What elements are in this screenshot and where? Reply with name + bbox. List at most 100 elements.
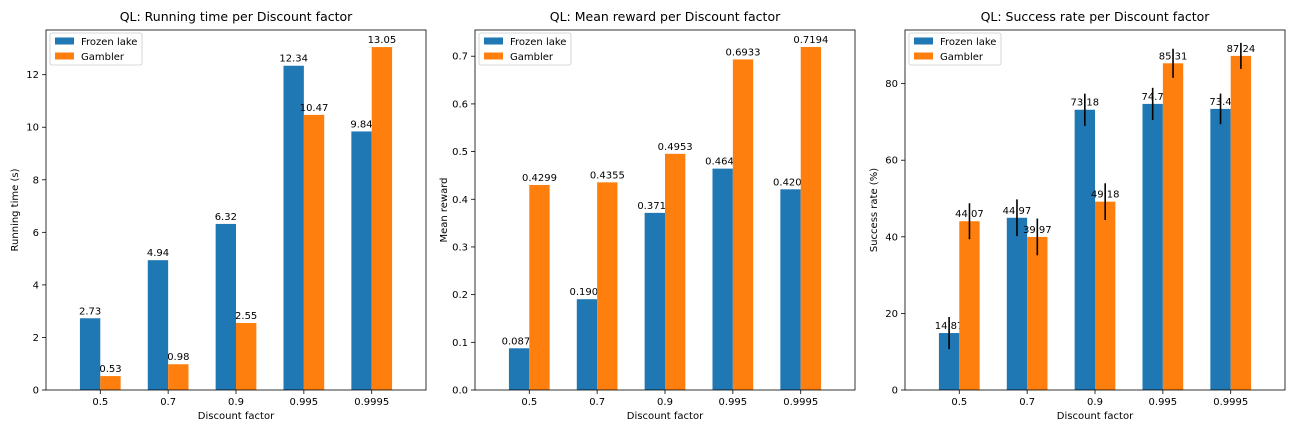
legend-label: Frozen lake — [81, 37, 137, 48]
y-tick-label: 0.6 — [452, 99, 468, 110]
y-tick-label: 10 — [26, 123, 39, 134]
x-axis-label: Discount factor — [1057, 411, 1134, 422]
bar-frozen-lake — [283, 65, 304, 390]
y-axis-label: Running time (s) — [10, 168, 21, 251]
data-label: 0.4643 — [705, 157, 740, 168]
legend-label: Gambler — [940, 52, 984, 63]
data-label: 0.4299 — [522, 173, 557, 184]
data-label: 9.84 — [350, 119, 372, 130]
bar-frozen-lake — [780, 189, 801, 390]
y-tick-label: 12 — [26, 70, 39, 81]
bar-gambler — [732, 59, 754, 391]
bar-frozen-lake — [576, 299, 598, 390]
data-label: 10.47 — [300, 103, 329, 114]
bar-frozen-lake — [712, 168, 733, 390]
data-label: 4.94 — [147, 248, 169, 259]
bar-gambler — [1230, 55, 1252, 390]
data-label: 12.34 — [279, 54, 308, 65]
legend-swatch — [484, 52, 503, 60]
bar-frozen-lake — [508, 348, 530, 390]
x-tick-label: 0.9995 — [354, 397, 389, 408]
x-tick-label: 0.5 — [521, 397, 537, 408]
y-tick-label: 0 — [892, 386, 898, 397]
y-tick-label: 8 — [33, 175, 39, 186]
x-axis-label: Discount factor — [627, 411, 704, 422]
bar-frozen-lake — [1074, 109, 1095, 390]
chart-title: QL: Running time per Discount factor — [120, 9, 353, 24]
y-tick-label: 0.7 — [452, 52, 468, 63]
y-axis-label: Mean reward — [439, 177, 450, 242]
legend-swatch — [55, 37, 74, 45]
legend-swatch — [914, 37, 933, 45]
bar-gambler — [1027, 236, 1048, 390]
legend-label: Gambler — [510, 52, 554, 63]
x-tick-label: 0.9 — [228, 397, 244, 408]
data-label: 0.98 — [167, 352, 189, 363]
chart-panel-2: QL: Mean reward per Discount factor 0.087… — [439, 9, 856, 422]
data-label: 0.53 — [99, 364, 121, 375]
y-tick-label: 0.2 — [452, 290, 468, 301]
bar-frozen-lake — [351, 131, 372, 390]
bar-gambler — [529, 185, 550, 390]
legend-label: Frozen lake — [510, 37, 566, 48]
legend: Frozen lake Gambler — [49, 32, 143, 66]
data-label: 0.4209 — [773, 177, 808, 188]
data-label: 13.05 — [368, 35, 397, 46]
data-label: 0.1904 — [569, 287, 604, 298]
x-axis-label: Discount factor — [198, 411, 275, 422]
legend-swatch — [914, 52, 933, 60]
data-label: 2.73 — [79, 306, 101, 317]
bar-gambler — [100, 376, 121, 390]
bar-gambler — [168, 364, 189, 390]
data-label: 2.55 — [235, 311, 257, 322]
data-label: 0.0875 — [502, 336, 537, 347]
bar-frozen-lake — [1006, 217, 1028, 390]
bar-gambler — [303, 114, 325, 390]
y-tick-label: 0.3 — [452, 242, 468, 253]
y-tick-label: 40 — [885, 232, 898, 243]
bar-frozen-lake — [79, 318, 101, 390]
data-label: 0.4953 — [658, 142, 693, 153]
x-tick-label: 0.995 — [290, 397, 319, 408]
chart-title: QL: Mean reward per Discount factor — [550, 9, 781, 24]
x-tick-label: 0.9995 — [783, 397, 818, 408]
legend-swatch — [55, 52, 74, 60]
y-tick-label: 6 — [33, 228, 39, 239]
bar-gambler — [236, 322, 257, 390]
x-tick-label: 0.7 — [589, 397, 605, 408]
bar-gambler — [665, 153, 686, 390]
legend-swatch — [484, 37, 503, 45]
bar-frozen-lake — [215, 223, 236, 390]
bar-frozen-lake — [938, 333, 960, 390]
chart-panel-1: QL: Running time per Discount factor 2.73… — [10, 9, 427, 422]
y-tick-label: 0.1 — [452, 338, 468, 349]
bar-gambler — [371, 47, 393, 390]
bar-gambler — [1162, 63, 1184, 390]
x-tick-label: 0.5 — [951, 397, 967, 408]
y-tick-label: 0.5 — [452, 147, 468, 158]
y-tick-label: 2 — [33, 333, 39, 344]
data-label: 6.32 — [215, 212, 237, 223]
legend-label: Gambler — [81, 52, 125, 63]
legend: Frozen lake Gambler — [908, 32, 1002, 66]
x-tick-label: 0.9995 — [1213, 397, 1248, 408]
x-tick-label: 0.7 — [1019, 397, 1035, 408]
bar-gambler — [597, 182, 618, 390]
data-label: 0.4355 — [590, 170, 625, 181]
bar-gambler — [800, 46, 822, 391]
y-tick-label: 4 — [33, 280, 39, 291]
y-tick-label: 80 — [885, 79, 898, 90]
bar-frozen-lake — [1142, 103, 1163, 391]
y-tick-label: 0.0 — [452, 386, 468, 397]
x-tick-label: 0.9 — [1087, 397, 1103, 408]
x-tick-label: 0.995 — [719, 397, 748, 408]
data-label: 0.3715 — [637, 201, 672, 212]
x-tick-label: 0.9 — [657, 397, 673, 408]
y-tick-label: 20 — [885, 309, 898, 320]
x-tick-label: 0.995 — [1149, 397, 1178, 408]
y-tick-label: 0 — [33, 386, 39, 397]
y-tick-label: 0.4 — [452, 195, 468, 206]
legend-label: Frozen lake — [940, 37, 996, 48]
bar-gambler — [1095, 201, 1116, 390]
